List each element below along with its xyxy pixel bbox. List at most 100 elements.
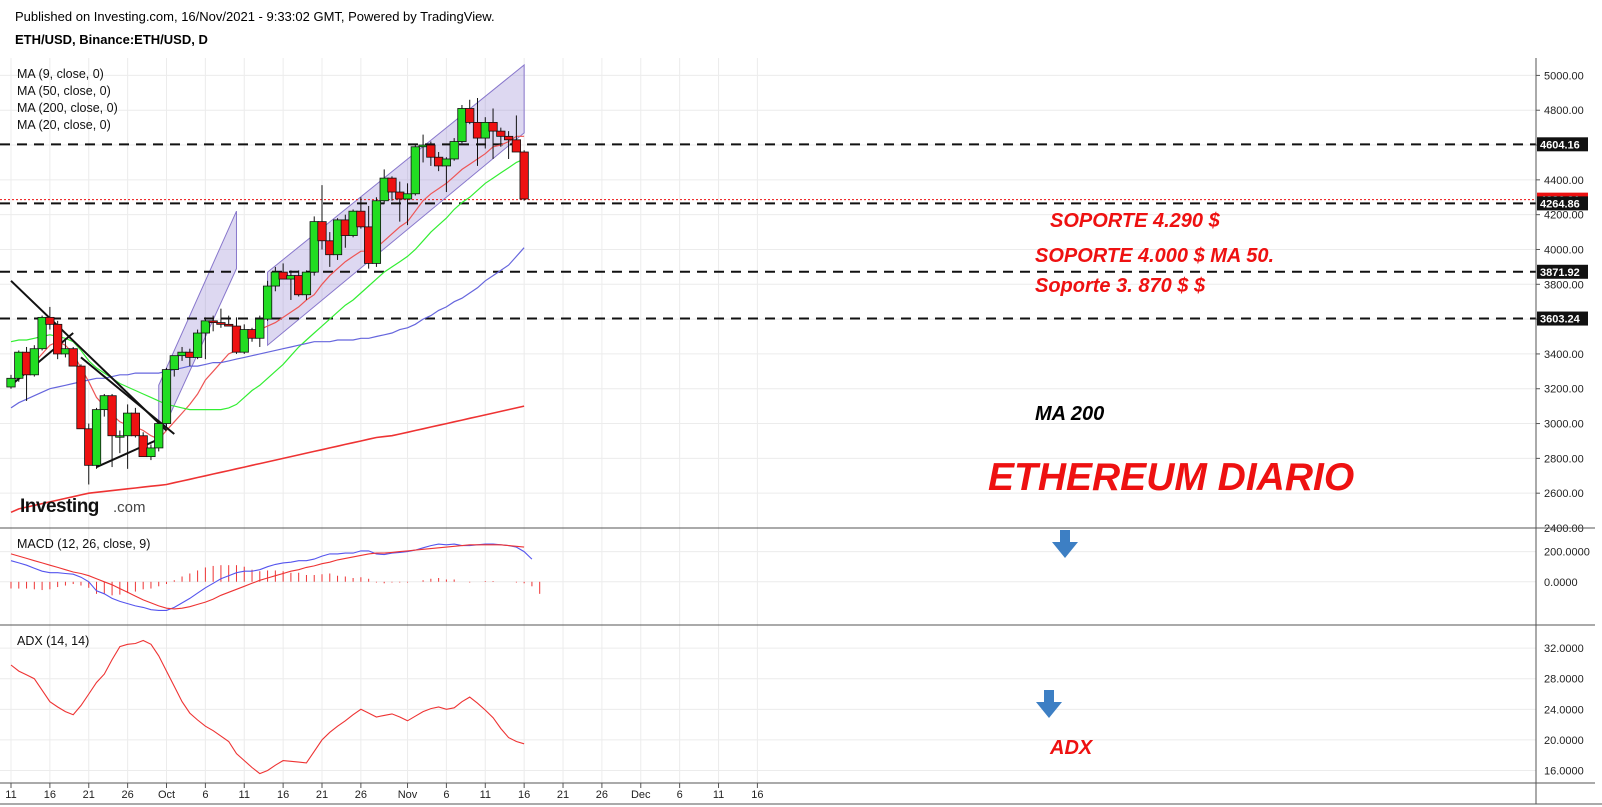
candle <box>426 141 436 166</box>
candle <box>200 317 210 360</box>
symbol-header: ETH/USD, Binance:ETH/USD, D <box>15 32 208 47</box>
level-label: 3603.24 <box>1540 314 1581 326</box>
candle <box>496 127 506 147</box>
level-tag <box>1537 137 1588 152</box>
candle <box>262 280 273 321</box>
candle <box>441 157 452 193</box>
candle <box>379 169 389 205</box>
adx-tick-label: 32.0000 <box>1544 643 1584 655</box>
level-tag <box>1537 196 1588 211</box>
candles <box>6 98 529 485</box>
moving-averages <box>10 135 525 514</box>
x-tick-label: 6 <box>443 789 449 801</box>
adx-tick-label: 28.0000 <box>1544 674 1584 686</box>
annotation-soporte-4000: SOPORTE 4.000 $ MA 50. <box>1035 245 1274 267</box>
horizontal-levels <box>0 143 1536 320</box>
legend-ma20: MA (20, close, 0) <box>17 118 111 132</box>
x-tick-label: 26 <box>355 789 367 801</box>
candle <box>231 317 242 354</box>
x-tick-label: 16 <box>518 789 530 801</box>
x-tick-label: 26 <box>596 789 608 801</box>
legend-ma200: MA (200, close, 0) <box>17 101 118 115</box>
x-tick-label: 16 <box>44 789 56 801</box>
x-tick-label: 26 <box>122 789 134 801</box>
ma-line <box>10 158 525 411</box>
candle <box>402 183 413 226</box>
price-tick-label: 3800.00 <box>1544 279 1584 291</box>
annotation-soporte-4290: SOPORTE 4.290 $ <box>1050 210 1221 232</box>
candle <box>76 364 86 430</box>
candle <box>410 145 420 196</box>
candle <box>130 407 140 438</box>
pane-frames <box>0 58 1602 805</box>
candle <box>449 138 459 161</box>
candle <box>309 216 319 276</box>
candle <box>348 209 358 238</box>
candle <box>161 367 172 428</box>
logo-suffix: .com <box>113 499 146 516</box>
candle <box>216 308 226 328</box>
annotation-soporte-3870: Soporte 3. 870 $ $ <box>1035 275 1206 297</box>
candle <box>239 324 249 354</box>
adx-tick-label: 24.0000 <box>1544 704 1584 716</box>
macd-tick-label: 200.0000 <box>1544 547 1590 559</box>
candle <box>21 346 32 401</box>
candle <box>519 150 529 201</box>
candle <box>53 320 63 360</box>
axes: 11 16 21 26 Oct 6 11 16 21 26 Nov 6 11 16 21 26 Dec 6 11 16… <box>5 70 1590 801</box>
candle <box>255 315 265 347</box>
price-tick-label: 3000.00 <box>1544 419 1584 431</box>
price-tick-label: 2600.00 <box>1544 488 1584 500</box>
x-tick-label: 21 <box>83 789 95 801</box>
investing-logo: Investing .com <box>20 496 146 517</box>
x-tick-label: 11 <box>480 789 491 801</box>
price-tick-label: 2800.00 <box>1544 453 1584 465</box>
price-tick-label: 3200.00 <box>1544 384 1584 396</box>
adx-pane <box>10 639 525 775</box>
price-tick-label: 4800.00 <box>1544 105 1584 117</box>
adx-tick-label: 20.0000 <box>1544 735 1584 747</box>
adx-tick-label: 16.0000 <box>1544 766 1584 778</box>
price-tick-label: 4000.00 <box>1544 244 1584 256</box>
candle <box>68 346 78 367</box>
annotation-adx: ADX <box>1049 737 1094 759</box>
macd-line <box>10 544 525 610</box>
logo-main: Investing <box>20 496 99 517</box>
candle <box>224 315 234 327</box>
candle <box>99 393 109 417</box>
macd-line <box>10 543 533 611</box>
ma-line <box>10 247 525 409</box>
candle <box>169 355 179 377</box>
x-tick-label: Dec <box>631 789 651 801</box>
price-tick-label: 4200.00 <box>1544 210 1584 222</box>
legend-ma50: MA (50, close, 0) <box>17 84 111 98</box>
x-tick-label: 11 <box>713 789 724 801</box>
price-tick-label: 4400.00 <box>1544 175 1584 187</box>
candle <box>115 430 125 454</box>
ma-line <box>10 135 525 440</box>
legend-ma9: MA (9, close, 0) <box>17 67 104 81</box>
price-tick-label: 5000.00 <box>1544 70 1584 82</box>
candle <box>6 374 16 389</box>
candle <box>371 197 382 267</box>
candle <box>146 444 156 461</box>
annotations: SOPORTE 4.290 $ SOPORTE 4.000 $ MA 50. S… <box>988 210 1354 759</box>
candle <box>301 270 312 300</box>
candle <box>317 185 327 250</box>
down-arrow-icon <box>1036 690 1062 718</box>
candle <box>208 315 218 332</box>
level-label: 3871.92 <box>1540 267 1580 279</box>
candle <box>511 115 521 153</box>
candle <box>387 176 397 201</box>
x-tick-label: 16 <box>277 789 289 801</box>
macd-tick-label: 0.0000 <box>1544 577 1578 589</box>
x-tick-label: 21 <box>316 789 328 801</box>
macd-label: MACD (12, 26, close, 9) <box>17 537 150 551</box>
candle <box>488 108 498 159</box>
x-tick-label: 16 <box>751 789 763 801</box>
candle <box>192 329 203 360</box>
candle <box>457 105 467 144</box>
candle <box>138 432 148 458</box>
x-tick-label: 21 <box>557 789 569 801</box>
